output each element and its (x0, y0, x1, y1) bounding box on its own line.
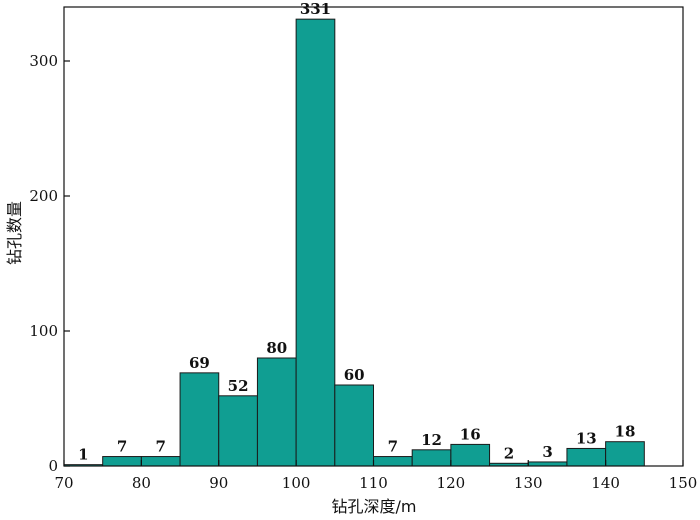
bar-value-label: 80 (266, 339, 287, 357)
y-tick-label: 100 (29, 322, 58, 340)
y-tick-label: 0 (48, 457, 58, 475)
bar-80-85 (140, 456, 181, 467)
bar-value-label: 331 (300, 0, 331, 18)
bar-75-80 (102, 456, 142, 467)
bar-value-label: 3 (542, 443, 552, 461)
bar-130-135 (527, 461, 568, 467)
x-tick-label: 100 (282, 474, 311, 492)
x-axis-title: 钻孔深度/m (332, 497, 417, 516)
bar-115-120 (411, 449, 452, 467)
bar-120-125 (450, 443, 491, 467)
y-axis-ticks: 0 100 200 300 (29, 52, 70, 475)
x-tick-label: 120 (437, 474, 466, 492)
bar-95-100 (256, 357, 297, 467)
bar-90-95 (218, 395, 258, 467)
bar-value-label: 16 (460, 425, 481, 443)
bar-value-label: 7 (117, 438, 127, 456)
bar-value-label: 7 (388, 438, 398, 456)
x-tick-label: 90 (209, 474, 228, 492)
bar-value-label: 18 (615, 423, 636, 441)
bar-85-90 (179, 372, 220, 467)
x-tick-label: 110 (359, 474, 388, 492)
bar-value-label: 52 (228, 377, 249, 395)
y-tick-label: 200 (29, 187, 58, 205)
x-axis-ticks: 70 80 90 100 110 120 130 140 150 (54, 460, 697, 492)
bar-110-115 (373, 456, 413, 467)
x-tick-label: 70 (54, 474, 73, 492)
bar-value-label: 2 (504, 444, 514, 462)
bar-value-label: 13 (576, 429, 597, 447)
bar-value-label: 1 (78, 446, 88, 464)
bar-100-105 (295, 18, 336, 467)
bar-value-label: 60 (344, 366, 365, 384)
x-tick-label: 130 (514, 474, 543, 492)
bars-group (63, 18, 645, 467)
y-tick-label: 300 (29, 52, 58, 70)
y-axis-title: 钻孔数量 (5, 201, 24, 265)
x-tick-label: 80 (132, 474, 151, 492)
x-tick-label: 140 (591, 474, 620, 492)
x-tick-label: 150 (669, 474, 698, 492)
bar-140-145 (605, 441, 645, 467)
bar-value-label: 12 (421, 431, 442, 449)
bar-value-label: 7 (156, 438, 166, 456)
bar-135-140 (566, 447, 607, 467)
bar-value-label: 69 (189, 354, 210, 372)
bar-labels-group: 1 7 7 69 52 80 331 60 7 12 16 2 3 13 18 (78, 0, 636, 464)
bar-105-110 (334, 384, 374, 467)
